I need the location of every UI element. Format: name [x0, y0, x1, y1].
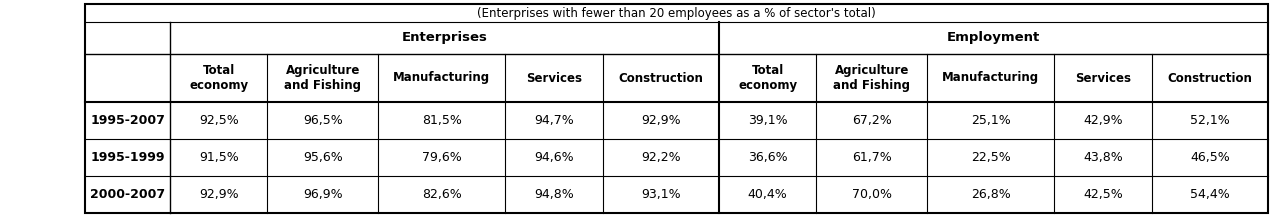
Text: 42,5%: 42,5% [1083, 188, 1123, 201]
Text: 82,6%: 82,6% [421, 188, 462, 201]
Text: 2000-2007: 2000-2007 [90, 188, 165, 201]
Text: (Enterprises with fewer than 20 employees as a % of sector's total): (Enterprises with fewer than 20 employee… [477, 6, 876, 20]
Text: Services: Services [526, 72, 582, 84]
Text: 94,8%: 94,8% [535, 188, 574, 201]
Text: 25,1%: 25,1% [971, 114, 1011, 127]
Bar [85, 54, 171, 102]
Bar [85, 54, 1268, 102]
Text: 26,8%: 26,8% [971, 188, 1011, 201]
Text: 96,9%: 96,9% [303, 188, 342, 201]
Text: 22,5%: 22,5% [971, 151, 1011, 164]
Text: 39,1%: 39,1% [749, 114, 788, 127]
Bar [85, 22, 1268, 54]
Text: Manufacturing: Manufacturing [393, 72, 490, 84]
Text: 36,6%: 36,6% [749, 151, 788, 164]
Text: Agriculture
and Fishing: Agriculture and Fishing [284, 64, 362, 92]
Text: 79,6%: 79,6% [421, 151, 462, 164]
Text: 70,0%: 70,0% [852, 188, 892, 201]
Bar [85, 102, 1268, 213]
Bar [85, 4, 1268, 22]
Text: Services: Services [1076, 72, 1132, 84]
Text: 40,4%: 40,4% [747, 188, 788, 201]
Text: 93,1%: 93,1% [642, 188, 681, 201]
Text: 54,4%: 54,4% [1190, 188, 1230, 201]
Text: 46,5%: 46,5% [1190, 151, 1230, 164]
Text: 91,5%: 91,5% [199, 151, 238, 164]
Text: 1995-2007: 1995-2007 [90, 114, 165, 127]
Text: 61,7%: 61,7% [852, 151, 891, 164]
Text: 95,6%: 95,6% [303, 151, 342, 164]
Text: Total
economy: Total economy [190, 64, 248, 92]
Text: Enterprises: Enterprises [401, 32, 488, 45]
Text: 96,5%: 96,5% [303, 114, 342, 127]
Text: Construction: Construction [619, 72, 703, 84]
Text: 92,9%: 92,9% [199, 188, 238, 201]
Text: Manufacturing: Manufacturing [942, 72, 1039, 84]
Text: Total
economy: Total economy [738, 64, 797, 92]
Text: 42,9%: 42,9% [1083, 114, 1123, 127]
Text: Employment: Employment [947, 32, 1040, 45]
Text: 52,1%: 52,1% [1190, 114, 1230, 127]
Text: 92,5%: 92,5% [199, 114, 238, 127]
Text: Construction: Construction [1167, 72, 1253, 84]
Text: 94,6%: 94,6% [535, 151, 574, 164]
Bar [85, 22, 171, 54]
Text: 81,5%: 81,5% [421, 114, 462, 127]
Text: Agriculture
and Fishing: Agriculture and Fishing [834, 64, 910, 92]
Text: 92,2%: 92,2% [642, 151, 681, 164]
Text: 43,8%: 43,8% [1083, 151, 1123, 164]
Text: 94,7%: 94,7% [535, 114, 574, 127]
Text: 67,2%: 67,2% [852, 114, 891, 127]
Text: 1995-1999: 1995-1999 [90, 151, 164, 164]
Text: 92,9%: 92,9% [642, 114, 681, 127]
